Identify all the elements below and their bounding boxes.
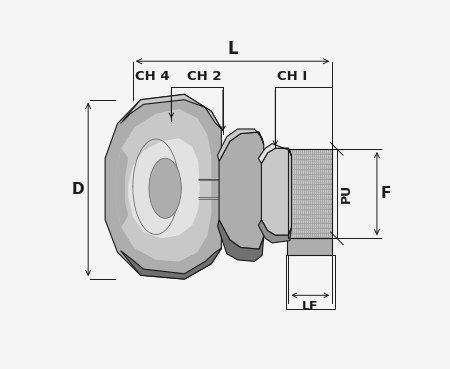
Text: F: F: [381, 186, 391, 201]
Polygon shape: [105, 94, 221, 279]
Text: CH I: CH I: [277, 70, 307, 83]
Polygon shape: [115, 109, 212, 261]
Ellipse shape: [149, 158, 181, 218]
Text: L: L: [227, 40, 238, 58]
Text: CH 2: CH 2: [187, 70, 221, 83]
Polygon shape: [261, 148, 292, 235]
Polygon shape: [258, 220, 292, 243]
Bar: [288, 149, 332, 238]
Polygon shape: [128, 138, 200, 238]
Polygon shape: [219, 132, 264, 249]
Text: PU: PU: [340, 184, 353, 203]
Polygon shape: [217, 220, 264, 261]
Text: D: D: [72, 182, 84, 197]
Polygon shape: [258, 144, 292, 163]
Text: LF: LF: [302, 300, 319, 313]
Text: CH 4: CH 4: [135, 70, 170, 83]
Polygon shape: [121, 94, 221, 129]
Polygon shape: [115, 148, 128, 228]
Polygon shape: [217, 129, 264, 161]
Polygon shape: [121, 248, 221, 279]
Bar: [287, 238, 332, 255]
